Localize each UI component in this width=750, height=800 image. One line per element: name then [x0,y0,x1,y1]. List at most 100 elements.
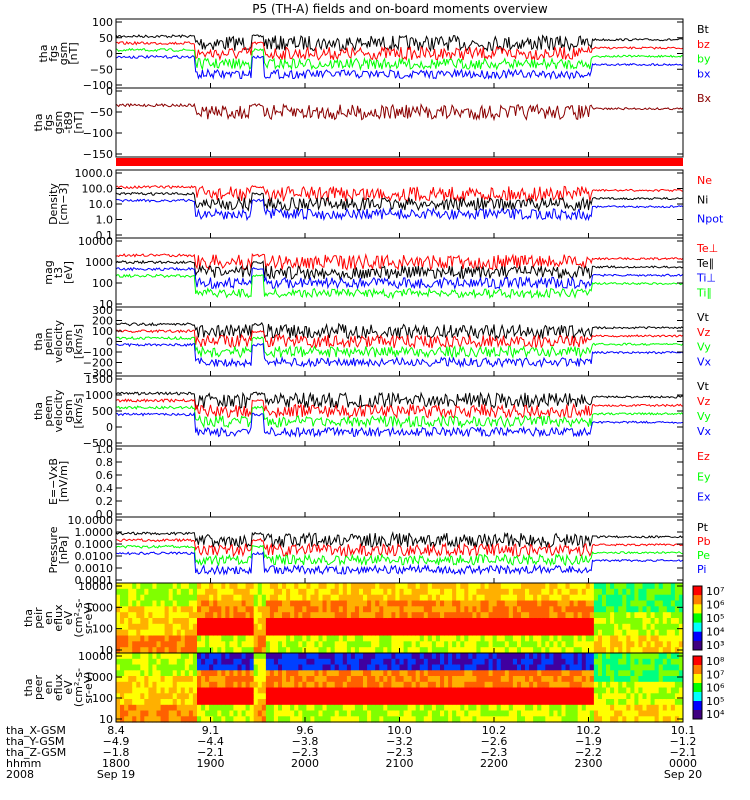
heatmap-cell [346,612,352,619]
heatmap-cell [286,600,291,607]
heatmap-cell [674,594,680,602]
heatmap-cell [249,681,255,689]
heatmap-cell [529,606,534,613]
heatmap-cell [403,670,409,677]
heatmap-cell [488,658,494,666]
heatmap-cell [525,635,530,642]
heatmap-cell [654,641,660,648]
heatmap-cell [383,653,388,660]
heatmap-cell [144,612,149,619]
heatmap-cell [610,594,615,602]
heatmap-cell [488,710,494,717]
heatmap-cell [468,716,473,723]
heatmap-cell [253,583,259,590]
heatmap-cell [480,687,486,694]
heatmap-cell [678,629,684,637]
heatmap-cell [553,716,558,723]
heatmap-cell [318,710,324,717]
heatmap-cell [533,612,538,619]
heatmap-cell [581,658,587,666]
heatmap-cell [395,647,400,654]
heatmap-cell [265,704,271,712]
heatmap-cell [666,594,672,602]
heatmap-cell [172,623,178,631]
heatmap-cell [176,681,182,689]
heatmap-cell [278,641,283,648]
heatmap-cell [565,693,571,700]
heatmap-cell [606,653,611,660]
heatmap-cell [545,716,550,723]
heatmap-cell [593,716,599,723]
heatmap-cell [298,704,303,712]
heatmap-cell [529,623,534,631]
heatmap-cell [407,647,413,654]
heatmap-cell [626,606,631,613]
heatmap-cell [565,670,571,677]
heatmap-cell [156,618,162,625]
heatmap-cell [346,647,352,654]
heatmap-cell [188,704,194,712]
heatmap-cell [427,670,433,677]
heatmap-cell [318,635,324,642]
heatmap-cell [148,583,153,590]
heatmap-cell [541,606,546,613]
heatmap-cell [237,641,243,648]
heatmap-cell [128,594,133,602]
heatmap-cell [488,623,494,631]
heatmap-cell [565,653,571,660]
heatmap-cell [265,606,271,613]
heatmap-cell [541,716,546,723]
heatmap-cell [363,583,368,590]
heatmap-cell [569,716,575,723]
heatmap-cell [399,670,405,677]
heatmap-cell [407,635,413,642]
heatmap-cell [666,687,672,694]
heatmap-cell [525,676,530,683]
heatmap-cell [245,641,251,648]
heatmap-cell [152,600,157,607]
heatmap-cell [322,647,328,654]
heatmap-cell [205,623,210,631]
heatmap-cell [630,618,635,625]
panel-2: 1000.0100.010.01.00.1Density[cm−3]NeNiNp… [47,167,724,242]
heatmap-cell [403,704,409,712]
heatmap-cell [496,600,502,607]
heatmap-cell [241,635,247,642]
heatmap-cell [265,699,271,706]
y-tick-label: 0.0100 [75,550,114,563]
heatmap-cell [577,676,583,683]
heatmap-cell [237,635,243,642]
heatmap-cell [180,670,186,677]
heatmap-cell [500,641,506,648]
heatmap-cell [602,681,607,689]
heatmap-cell [217,629,222,637]
heatmap-cell [124,588,129,596]
heatmap-cell [124,704,129,712]
heatmap-cell [533,647,538,654]
heatmap-cell [201,594,206,602]
heatmap-cell [326,606,332,613]
heatmap-cell [120,583,125,590]
heatmap-cell [209,629,214,637]
heatmap-cell [622,710,627,717]
heatmap-cell [164,681,170,689]
heatmap-cell [541,641,546,648]
heatmap-cell [472,623,477,631]
heatmap-cell [492,681,498,689]
heatmap-cell [541,623,546,631]
heatmap-cell [419,693,425,700]
heatmap-cell [359,676,364,683]
heatmap-cell [318,647,324,654]
legend-entry: Ez [697,450,710,463]
colorbar-label: 10⁵ [706,612,724,625]
heatmap-cell [577,693,583,700]
heatmap-cell [593,588,599,596]
heatmap-cell [286,704,291,712]
heatmap-cell [593,583,599,590]
heatmap-cell [533,710,538,717]
heatmap-cell [512,588,518,596]
heatmap-cell [318,618,324,625]
y-axis-label: eflux [52,673,65,701]
heatmap-cell [188,699,194,706]
heatmap-cell [217,681,222,689]
